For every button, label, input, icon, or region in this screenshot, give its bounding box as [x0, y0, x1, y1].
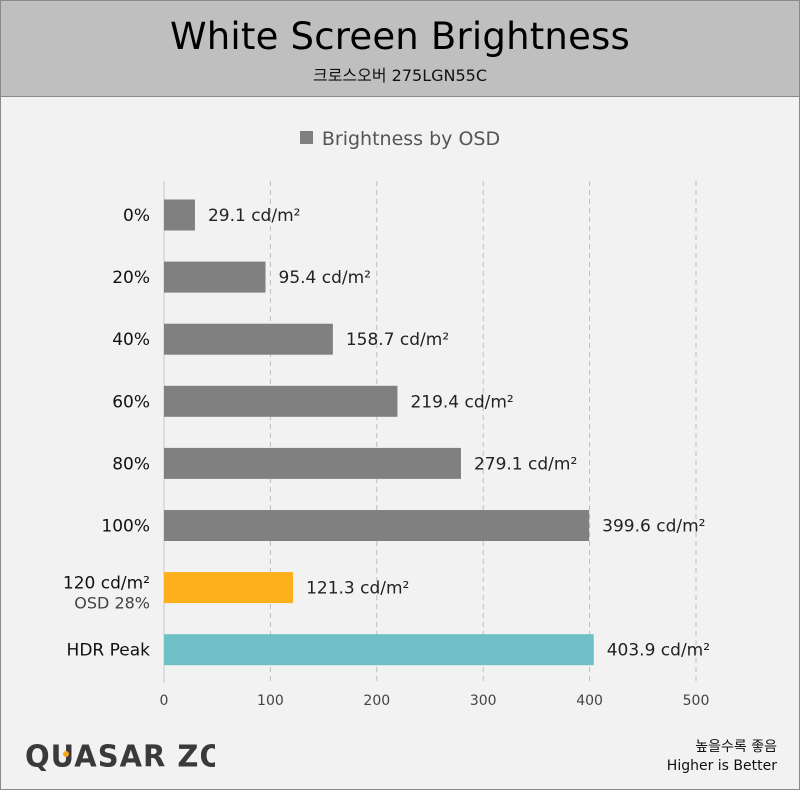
bar-chart: 0 100 200 300 400 500 29.1 cd/m² 0% 95.4 cd/m² 20… — [63, 181, 710, 709]
bar — [164, 323, 333, 355]
chart-header: White Screen Brightness 크로스오버 275LGN55C — [1, 1, 799, 97]
bar — [164, 385, 398, 417]
data-label: 403.9 cd/m² — [607, 641, 710, 661]
footer-note: 높을수록 좋음 Higher is Better — [667, 738, 777, 776]
category-sublabel: OSD 28% — [74, 594, 150, 613]
category-label: HDR Peak — [67, 641, 151, 661]
bar — [164, 572, 294, 604]
legend: Brightness by OSD — [1, 128, 799, 150]
category-label: 80% — [112, 454, 150, 474]
bar — [164, 634, 594, 666]
category-label: 100% — [101, 517, 150, 537]
bar — [164, 199, 195, 231]
x-tick-label: 400 — [576, 693, 603, 709]
data-label: 399.6 cd/m² — [602, 517, 705, 537]
bar — [164, 261, 266, 293]
quasarzone-logo: QUASAR ZONE — [25, 736, 270, 780]
bar — [164, 447, 461, 479]
legend-swatch — [299, 131, 313, 144]
data-label: 29.1 cd/m² — [208, 206, 301, 226]
chart-subtitle: 크로스오버 275LGN55C — [312, 66, 488, 85]
data-label: 219.4 cd/m² — [410, 392, 513, 412]
x-tick-label: 300 — [470, 693, 497, 709]
x-tick-label: 0 — [160, 693, 169, 709]
category-label: 40% — [112, 330, 150, 350]
data-label: 121.3 cd/m² — [306, 579, 409, 599]
category-label: 120 cd/m² — [63, 574, 150, 594]
svg-text:QUASAR ZONE: QUASAR ZONE — [25, 739, 215, 775]
category-label: 20% — [112, 268, 150, 288]
data-label: 158.7 cd/m² — [346, 330, 449, 350]
category-label: 60% — [112, 392, 150, 412]
legend-label: Brightness by OSD — [321, 128, 501, 150]
note-korean: 높을수록 좋음 — [695, 739, 777, 755]
note-english: Higher is Better — [666, 758, 777, 774]
x-tick-label: 200 — [363, 693, 390, 709]
x-tick-label: 500 — [683, 693, 710, 709]
data-label: 95.4 cd/m² — [279, 268, 372, 288]
bar — [164, 510, 590, 541]
logo-graphic: QUASAR ZONE — [25, 739, 270, 775]
x-tick-label: 100 — [257, 693, 284, 709]
chart-title: White Screen Brightness — [170, 15, 630, 58]
data-label: 279.1 cd/m² — [474, 454, 577, 474]
category-label: 0% — [123, 206, 150, 226]
